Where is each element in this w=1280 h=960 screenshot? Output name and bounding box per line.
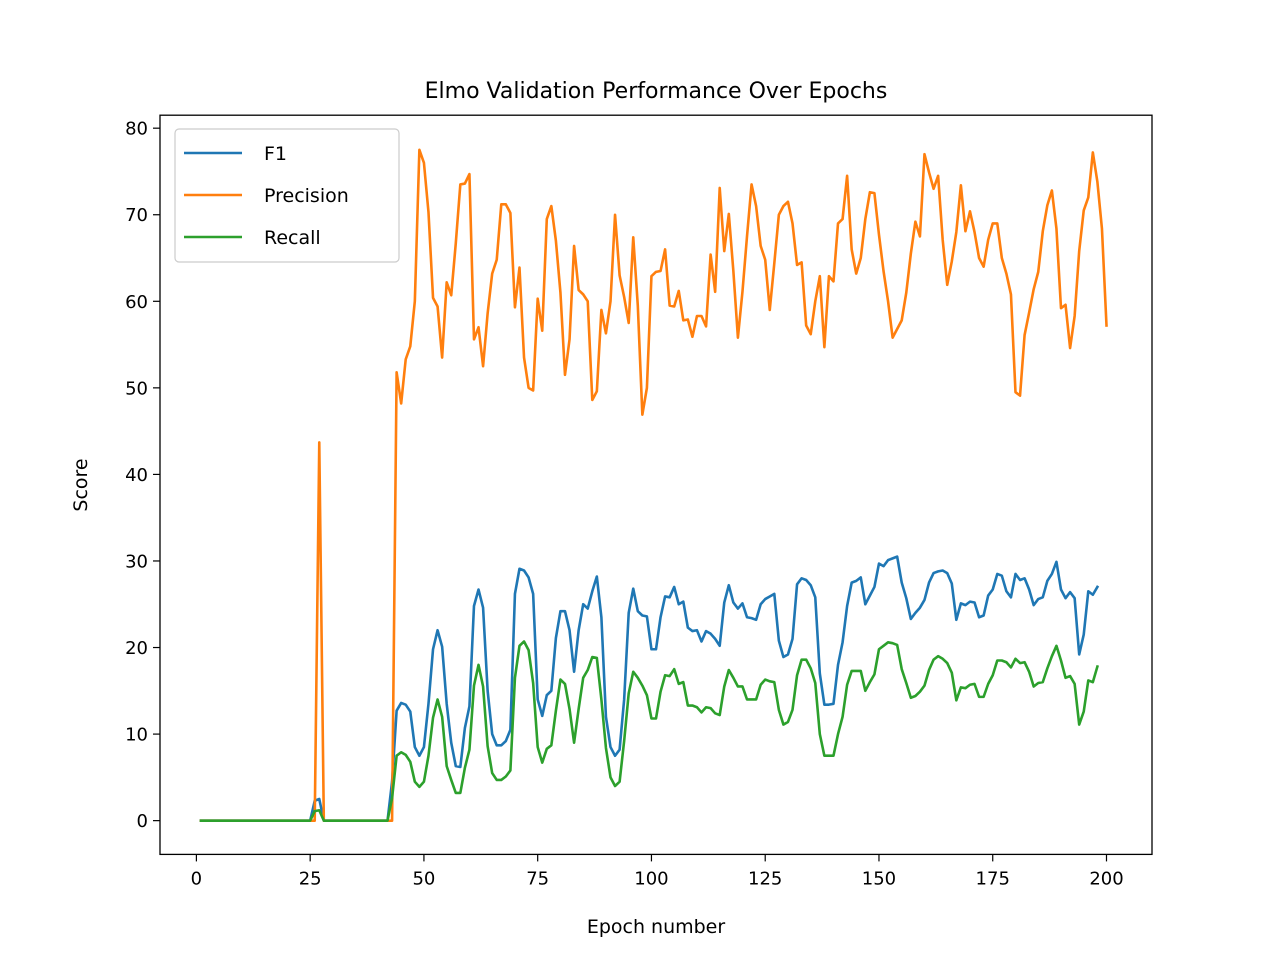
y-tick-label: 0 [137,811,148,832]
legend-label-recall: Recall [264,227,321,249]
y-tick-label: 80 [125,119,148,140]
x-tick-label: 0 [191,868,202,889]
y-tick-label: 60 [125,292,148,313]
y-tick-label: 20 [125,638,148,659]
x-tick-label: 100 [634,868,668,889]
x-tick-label: 175 [976,868,1010,889]
x-axis-label: Epoch number [587,916,726,938]
y-axis-label: Score [70,458,92,511]
x-tick-label: 25 [299,868,322,889]
x-tick-label: 75 [526,868,549,889]
y-tick-label: 40 [125,465,148,486]
plot-area-frame [159,114,1153,856]
chart-title: Elmo Validation Performance Over Epochs [425,79,888,104]
legend-label-f1: F1 [264,143,287,165]
x-tick-label: 200 [1089,868,1123,889]
x-tick-label: 125 [748,868,782,889]
series-line-recall [199,640,1100,822]
legend-box [174,128,400,263]
y-axis: 0 10 20 30 40 50 60 70 80 [125,119,160,832]
legend-label-precision: Precision [264,185,349,207]
x-tick-label: 50 [412,868,435,889]
y-tick-label: 10 [125,725,148,746]
x-axis: 0 25 50 75 100 125 150 175 200 [191,854,1124,889]
plot-lines [199,148,1108,822]
y-tick-label: 30 [125,551,148,572]
x-tick-label: 150 [862,868,896,889]
y-tick-label: 50 [125,378,148,399]
y-tick-label: 70 [125,205,148,226]
legend: F1 Precision Recall [174,128,400,263]
